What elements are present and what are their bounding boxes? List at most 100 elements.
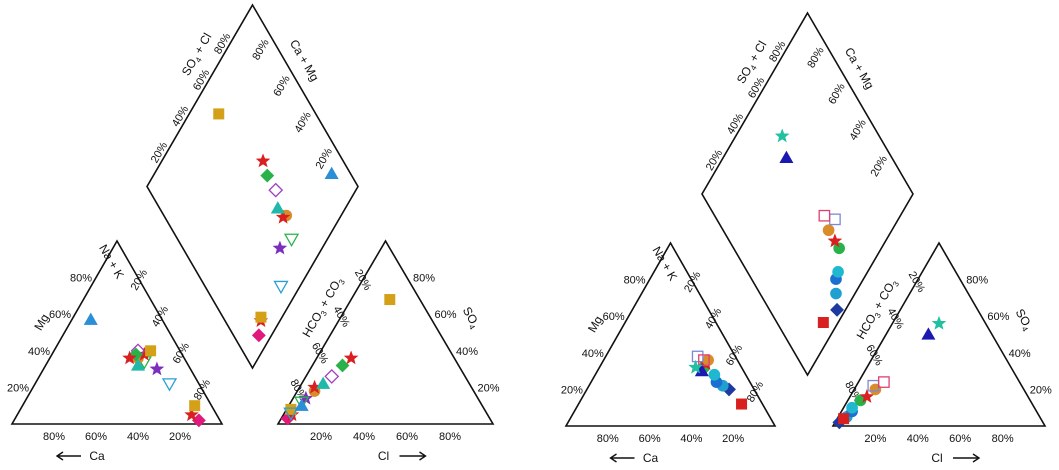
- cation-ca-tick: 40%: [127, 431, 149, 443]
- cation-point: [149, 361, 165, 376]
- cation-nak-tick: 80%: [745, 379, 767, 404]
- data-points: [83, 108, 396, 428]
- anion-cl-tick: 60%: [396, 431, 418, 443]
- cation-ca-label: Ca: [643, 451, 659, 465]
- piper-diagram-right: 20%20%20%20%20%20%20% 20%40%40%40%40%40%4…: [561, 11, 1052, 465]
- diamond-point: [283, 233, 300, 247]
- diamond-point: [324, 166, 339, 179]
- diamond-point: [275, 209, 291, 224]
- cation-point: [702, 354, 714, 366]
- cation-triangle: [564, 241, 777, 427]
- cl-arrowhead: [972, 453, 981, 463]
- diamond-camg-tick: 80%: [805, 45, 827, 70]
- anion-triangle: [276, 239, 495, 425]
- cation-point: [688, 359, 703, 374]
- anion-point: [878, 376, 890, 388]
- diamond-point: [251, 328, 266, 343]
- anion-point: [859, 389, 875, 403]
- cation-point: [145, 345, 157, 357]
- anion-point: [283, 407, 299, 421]
- cation-ca-tick: 40%: [680, 433, 702, 445]
- diamond-point: [779, 150, 794, 163]
- anion-point: [846, 401, 858, 414]
- diamond-point: [833, 242, 845, 255]
- data-points: [688, 128, 947, 430]
- anion-point: [316, 376, 331, 389]
- diamond-camg-tick: 60%: [826, 81, 848, 106]
- cation-mg-tick: 20%: [7, 382, 29, 394]
- anion-so4-tick: 40%: [1009, 348, 1031, 360]
- anion-point: [294, 396, 310, 410]
- cation-ca-tick: 80%: [43, 431, 65, 443]
- anion-cl-tick: 40%: [907, 433, 929, 445]
- anion-hco3-tick: 60%: [863, 343, 885, 368]
- cation-mg-tick: 40%: [28, 346, 50, 358]
- diamond-camg-tick: 40%: [292, 110, 314, 135]
- cation-point: [691, 350, 704, 363]
- anion-point: [335, 358, 350, 373]
- cation-mg-tick: 40%: [582, 348, 604, 360]
- anion-cl-tick: 80%: [439, 431, 461, 443]
- cation-ca-tick: 60%: [85, 431, 107, 443]
- cation-mg-tick: 80%: [70, 273, 92, 285]
- anion-point: [838, 413, 850, 425]
- diamond-point: [829, 213, 841, 226]
- cation-point: [189, 400, 201, 412]
- anion-cl-tick: 60%: [949, 433, 971, 445]
- piper-diagram-left: 20%20%20%20%20%20%20% 20%40%40%40%40%40%4…: [7, 3, 500, 463]
- cation-nak-tick: 20%: [682, 269, 704, 294]
- anion-so4-tick: 60%: [987, 311, 1009, 323]
- diamond-point: [830, 287, 842, 300]
- piper-diamond: [701, 11, 914, 377]
- diamond-point: [273, 280, 289, 295]
- anion-cl-label: Cl: [378, 449, 389, 463]
- anion-so4-tick: 40%: [456, 346, 478, 358]
- diamond-point: [817, 317, 829, 329]
- diamond-camg-tick: 80%: [250, 37, 272, 62]
- anion-hco3-tick: 20%: [352, 268, 374, 293]
- cation-mg-tick: 80%: [624, 275, 646, 287]
- anion-point: [324, 369, 340, 384]
- diamond-so4cl-label: SO4​ + Cl: [179, 31, 216, 80]
- cation-ca-label: Ca: [89, 449, 105, 463]
- cation-triangle: [10, 239, 224, 425]
- cation-ca-tick: 80%: [597, 433, 619, 445]
- cation-nak-tick: 60%: [171, 341, 193, 366]
- anion-point: [921, 327, 936, 340]
- cation-point: [184, 407, 199, 422]
- cation-point: [698, 354, 710, 366]
- diamond-point: [830, 302, 844, 317]
- anion-point: [384, 294, 396, 306]
- cation-ca-tick: 20%: [169, 431, 191, 443]
- anion-cl-label: Cl: [931, 451, 942, 465]
- anion-so4-tick: 20%: [478, 382, 500, 394]
- cation-nak-tick: 60%: [724, 343, 746, 368]
- diamond-camg-tick: 40%: [847, 117, 869, 142]
- anion-cl-tick: 40%: [353, 431, 375, 443]
- anion-hco3-tick: 40%: [884, 306, 906, 331]
- cation-point: [736, 398, 748, 410]
- anion-hco3-tick: 40%: [330, 304, 352, 329]
- diamond-camg-tick: 60%: [271, 73, 293, 98]
- diamond-point: [255, 153, 271, 168]
- anion-cl-tick: 20%: [310, 431, 332, 443]
- anion-hco3-tick: 60%: [309, 341, 331, 366]
- diamond-point: [827, 233, 843, 248]
- diamond-point: [822, 224, 835, 237]
- diamond-camg-label: Ca + Mg: [842, 45, 877, 92]
- diamond-point: [255, 311, 267, 323]
- cation-point: [708, 368, 721, 381]
- cation-ca-tick: 60%: [639, 433, 661, 445]
- cation-nak-tick: 80%: [192, 377, 214, 402]
- cation-point: [130, 358, 146, 371]
- cation-mg-tick: 60%: [49, 309, 71, 321]
- anion-point: [931, 315, 947, 330]
- cation-mg-tick: 60%: [603, 311, 625, 323]
- anion-hco3-tick: 20%: [906, 270, 928, 295]
- anion-so4-tick: 60%: [435, 309, 457, 321]
- cation-point: [161, 378, 178, 392]
- diamond-camg-tick: 20%: [869, 154, 891, 179]
- anion-point: [343, 350, 359, 365]
- diamond-point: [818, 209, 831, 222]
